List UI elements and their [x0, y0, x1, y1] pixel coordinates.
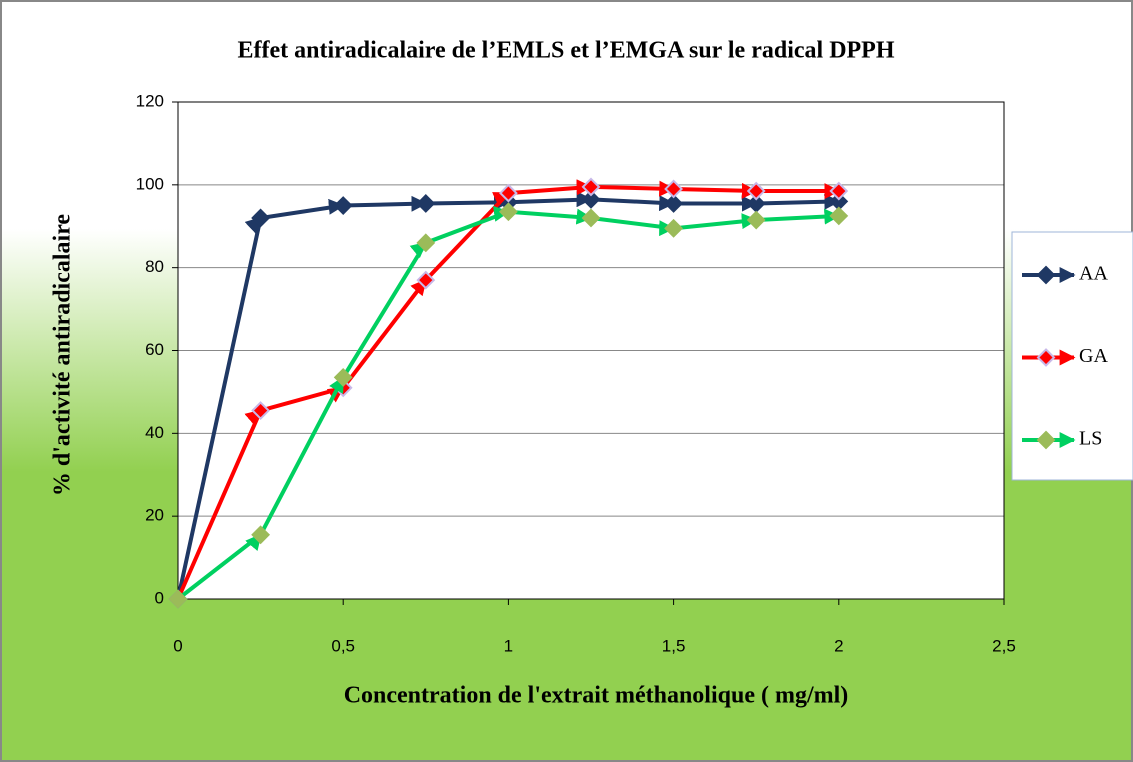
- point-marker: [829, 181, 849, 201]
- chart-title: Effet antiradicalaire de l’EMLS et l’EMG…: [237, 38, 894, 64]
- point-marker: [581, 208, 601, 228]
- y-tick-label: 60: [145, 340, 164, 359]
- legend-label: GA: [1079, 345, 1108, 367]
- point-marker: [498, 183, 518, 203]
- y-axis-title: % d'activité antiradicalaire: [50, 214, 76, 497]
- x-tick-label: 2,5: [992, 636, 1016, 655]
- point-marker: [498, 202, 518, 222]
- x-axis-title: Concentration de l'extrait méthanolique …: [344, 683, 849, 709]
- point-marker: [664, 218, 684, 238]
- y-tick-label: 40: [145, 423, 164, 442]
- x-tick-label: 1,5: [662, 636, 686, 655]
- legend-marker: [1036, 430, 1056, 450]
- y-tick-label: 80: [145, 257, 164, 276]
- point-marker: [416, 233, 436, 253]
- plot-border: [177, 101, 1005, 600]
- point-marker: [333, 368, 353, 387]
- point-marker: [168, 589, 188, 609]
- legend-label: AA: [1079, 263, 1108, 285]
- point-marker: [746, 210, 766, 230]
- y-tick-label: 20: [145, 506, 164, 525]
- legend-label: LS: [1079, 428, 1102, 450]
- x-tick-label: 1: [504, 636, 513, 655]
- x-tick-label: 0,5: [331, 636, 355, 655]
- x-tick-label: 2: [834, 636, 843, 655]
- y-tick-label: 100: [136, 174, 164, 193]
- y-tick-label: 0: [155, 588, 164, 607]
- x-tick-label: 0: [173, 636, 182, 655]
- legend-marker: [1036, 348, 1056, 367]
- point-marker: [746, 181, 766, 201]
- point-marker: [664, 179, 684, 199]
- y-tick-label: 120: [136, 91, 164, 110]
- point-marker: [829, 206, 849, 226]
- point-marker: [581, 177, 601, 197]
- legend-marker: [1036, 265, 1056, 285]
- point-marker: [251, 525, 271, 545]
